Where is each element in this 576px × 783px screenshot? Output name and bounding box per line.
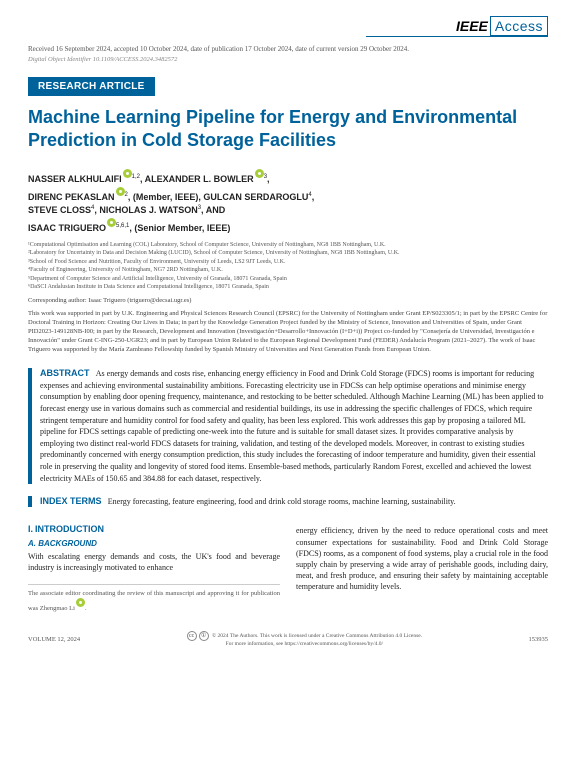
body-paragraph: energy efficiency, driven by the need to… [296, 525, 548, 592]
page-container: IEEEAccess Received 16 September 2024, a… [0, 0, 576, 660]
logo-underline [366, 36, 548, 37]
abstract-text: As energy demands and costs rise, enhanc… [40, 369, 544, 482]
affiliation-line: ⁶DaSCI Andalusian Institute in Data Scie… [28, 283, 548, 291]
affiliations-block: ¹Computational Optimisation and Learning… [28, 241, 548, 291]
index-terms-block: INDEX TERMS Energy forecasting, feature … [28, 496, 548, 507]
publication-dates: Received 16 September 2024, accepted 10 … [28, 45, 548, 54]
section-title: INTRODUCTION [35, 524, 104, 534]
orcid-icon [255, 169, 264, 178]
footer-volume: VOLUME 12, 2024 [28, 636, 80, 643]
ieee-logo-text: IEEE [456, 18, 488, 34]
section-number: I. [28, 524, 33, 534]
orcid-icon [123, 169, 132, 178]
affiliation-line: ¹Computational Optimisation and Learning… [28, 241, 548, 249]
doi-line: Digital Object Identifier 10.1109/ACCESS… [28, 56, 548, 63]
affiliation-line: ⁵Department of Computer Science and Arti… [28, 275, 548, 283]
orcid-icon [107, 218, 116, 227]
page-footer: VOLUME 12, 2024 cc① © 2024 The Authors. … [28, 627, 548, 648]
affiliation-line: ³School of Food Science and Nutrition, F… [28, 258, 548, 266]
footer-license: cc① © 2024 The Authors. This work is lic… [80, 631, 528, 648]
orcid-icon [116, 187, 125, 196]
right-column: energy efficiency, driven by the need to… [296, 523, 548, 613]
access-logo-text: Access [490, 16, 548, 36]
corresponding-author: Corresponding author: Isaac Triguero (tr… [28, 297, 548, 304]
index-terms-label: INDEX TERMS [40, 496, 102, 506]
journal-logo: IEEEAccess [28, 18, 548, 37]
subsection-heading: A. BACKGROUND [28, 538, 280, 549]
article-title: Machine Learning Pipeline for Energy and… [28, 106, 548, 151]
article-type-badge: RESEARCH ARTICLE [28, 77, 155, 96]
body-columns: I. INTRODUCTION A. BACKGROUND With escal… [28, 523, 548, 613]
orcid-icon [76, 598, 85, 607]
author-list: NASSER ALKHULAIFI1,2, ALEXANDER L. BOWLE… [28, 169, 548, 235]
abstract-label: ABSTRACT [40, 368, 90, 378]
affiliation-line: ⁴Faculty of Engineering, University of N… [28, 266, 548, 274]
cc-icon: cc [187, 631, 197, 641]
footer-page-number: 153935 [529, 636, 549, 643]
abstract-block: ABSTRACT As energy demands and costs ris… [28, 368, 548, 484]
left-column: I. INTRODUCTION A. BACKGROUND With escal… [28, 523, 280, 613]
by-icon: ① [199, 631, 209, 641]
index-terms-text: Energy forecasting, feature engineering,… [104, 497, 456, 506]
affiliation-line: ²Laboratory for Uncertainty in Data and … [28, 249, 548, 257]
funding-statement: This work was supported in part by U.K. … [28, 310, 548, 354]
editor-note: The associate editor coordinating the re… [28, 584, 280, 613]
body-paragraph: With escalating energy demands and costs… [28, 551, 280, 573]
